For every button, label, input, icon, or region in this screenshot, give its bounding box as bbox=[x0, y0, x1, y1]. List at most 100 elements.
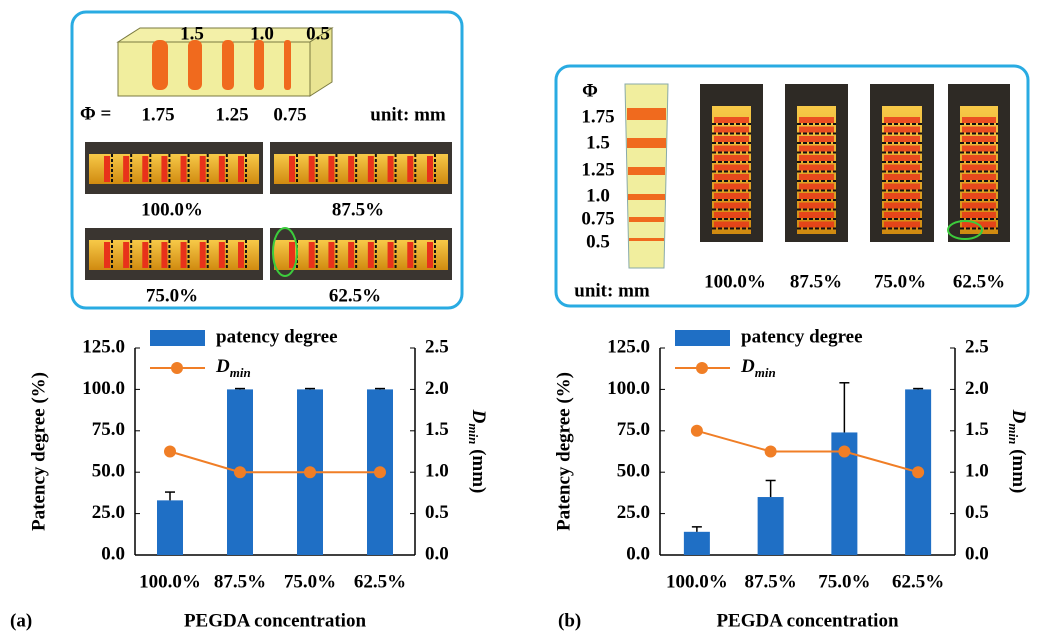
x-tick-label: 87.5% bbox=[214, 571, 266, 592]
chart: 0.0 25.0 50.0 75.0 100.0 125.0 0.0 0.5 1.0 1.5 2.0… bbox=[553, 326, 1028, 631]
label: 75.0% bbox=[146, 285, 198, 306]
label: 0.5 bbox=[306, 23, 330, 44]
panel-label: (a) bbox=[10, 610, 32, 631]
label: 1.75 bbox=[141, 104, 174, 125]
channel bbox=[104, 156, 110, 182]
legend-label: patency degree bbox=[216, 326, 338, 347]
gel bbox=[89, 154, 259, 184]
channel bbox=[407, 242, 414, 268]
error-bar bbox=[305, 387, 315, 390]
y-tick-label: 0.0 bbox=[626, 543, 650, 564]
y2-label-sub: min bbox=[466, 423, 481, 444]
channel bbox=[799, 183, 834, 190]
y2-tick-label: 0.0 bbox=[425, 543, 449, 564]
illustration-a: 1.5 1.0 0.5 Φ = 1.75 1.25 0.75 unit: mm … bbox=[70, 10, 464, 310]
error-bar bbox=[165, 491, 175, 501]
channel bbox=[799, 164, 834, 171]
channel bbox=[180, 242, 187, 268]
channel bbox=[161, 242, 168, 268]
channel bbox=[188, 40, 202, 90]
channel bbox=[284, 40, 291, 90]
channel bbox=[289, 156, 295, 182]
frame bbox=[554, 64, 1030, 308]
channel bbox=[962, 136, 996, 142]
channel bbox=[884, 221, 920, 228]
bar bbox=[683, 531, 710, 555]
y-tick-label: 25.0 bbox=[617, 502, 650, 523]
channel bbox=[328, 156, 335, 182]
legend-sub: min bbox=[755, 365, 776, 380]
error-bar bbox=[913, 387, 924, 390]
photo bbox=[85, 228, 263, 280]
channel bbox=[218, 156, 225, 182]
y2-tick-label: 1.5 bbox=[965, 419, 989, 440]
x-tick-label: 75.0% bbox=[284, 571, 336, 592]
label: unit: mm bbox=[574, 280, 650, 301]
y2-label-unit: (mm) bbox=[468, 444, 489, 493]
line-marker bbox=[374, 466, 386, 479]
photo bbox=[270, 142, 452, 194]
error-bar bbox=[839, 382, 850, 433]
y-tick-label: 100.0 bbox=[82, 378, 125, 399]
legend-name: D bbox=[740, 356, 755, 377]
y2-tick-label: 1.0 bbox=[965, 461, 989, 482]
channel bbox=[962, 193, 996, 199]
channel bbox=[348, 242, 355, 268]
photo bbox=[85, 142, 263, 194]
channel bbox=[627, 108, 666, 120]
label: Φ bbox=[582, 80, 598, 101]
y-tick-label: 75.0 bbox=[617, 419, 650, 440]
label: 1.75 bbox=[581, 106, 614, 127]
y-tick-label: 125.0 bbox=[82, 336, 125, 357]
channel bbox=[714, 126, 749, 133]
x-tick-label: 75.0% bbox=[818, 571, 870, 592]
channel bbox=[367, 242, 374, 268]
gel bbox=[274, 154, 448, 184]
label: 1.5 bbox=[586, 132, 610, 153]
channel bbox=[714, 221, 749, 228]
line-marker bbox=[234, 466, 246, 479]
channel bbox=[308, 242, 315, 268]
legend-swatch bbox=[675, 330, 730, 346]
channel bbox=[714, 164, 749, 171]
channel bbox=[254, 40, 264, 90]
photo bbox=[700, 84, 763, 242]
channel bbox=[962, 183, 996, 190]
label: 1.0 bbox=[250, 23, 274, 44]
y2-label-main: D bbox=[468, 409, 489, 424]
y-tick-label: 100.0 bbox=[607, 378, 650, 399]
x-tick-label: 62.5% bbox=[354, 571, 406, 592]
channel bbox=[884, 193, 920, 199]
legend-marker bbox=[171, 362, 183, 374]
channel bbox=[884, 164, 920, 171]
channel bbox=[799, 193, 834, 199]
channel bbox=[799, 212, 834, 218]
channel bbox=[407, 156, 414, 182]
error-bar bbox=[691, 526, 702, 532]
line-marker bbox=[304, 466, 316, 479]
channel bbox=[123, 242, 130, 268]
y2-axis-label: Dmin (mm) bbox=[466, 409, 489, 494]
channel bbox=[962, 164, 996, 171]
x-tick-label: 100.0% bbox=[139, 571, 201, 592]
label: 1.25 bbox=[581, 159, 614, 180]
channel bbox=[387, 156, 394, 182]
label: 0.75 bbox=[273, 104, 306, 125]
photo bbox=[948, 84, 1010, 242]
y-axis-label: Patency degree (%) bbox=[28, 372, 49, 531]
line-marker bbox=[690, 424, 703, 437]
channel bbox=[884, 212, 920, 218]
channel bbox=[199, 242, 206, 268]
channel bbox=[714, 145, 749, 152]
x-axis-label: PEGDA concentration bbox=[184, 610, 367, 631]
channel bbox=[308, 156, 315, 182]
channel bbox=[799, 202, 834, 209]
channel bbox=[238, 242, 244, 268]
channel bbox=[714, 155, 749, 161]
channel bbox=[714, 212, 749, 218]
channel bbox=[799, 174, 834, 180]
y-tick-label: 25.0 bbox=[92, 502, 125, 523]
prism-top bbox=[116, 27, 334, 43]
channel bbox=[142, 156, 149, 182]
channel bbox=[161, 156, 168, 182]
